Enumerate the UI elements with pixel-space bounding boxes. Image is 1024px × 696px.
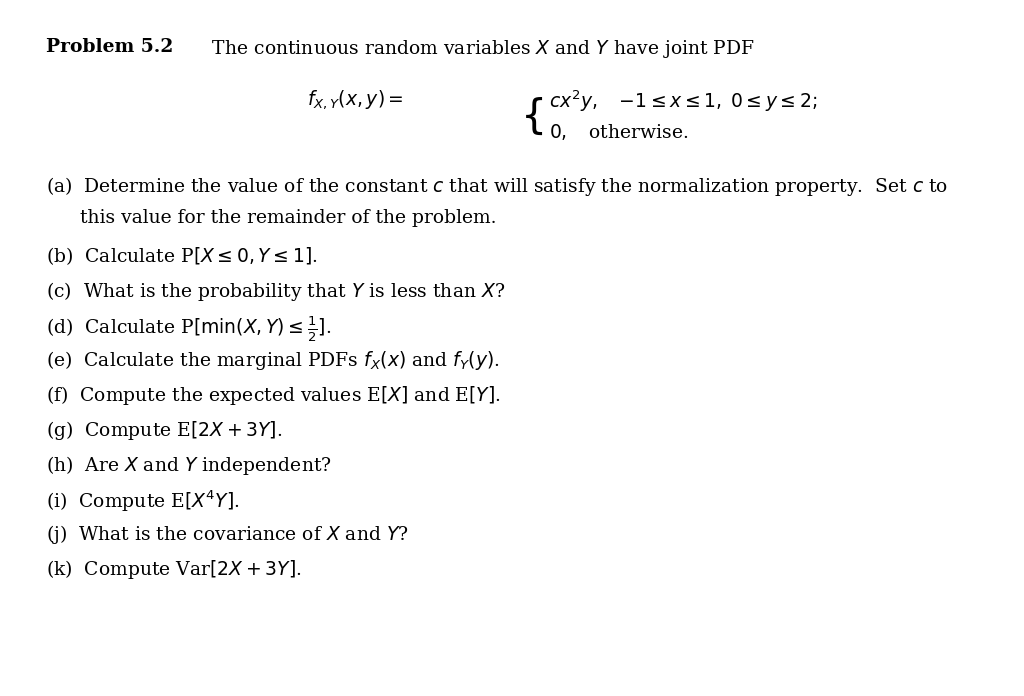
Text: (f)  Compute the expected values E$[X]$ and E$[Y]$.: (f) Compute the expected values E$[X]$ a… [46, 384, 501, 407]
Text: (j)  What is the covariance of $X$ and $Y$?: (j) What is the covariance of $X$ and $Y… [46, 523, 409, 546]
Text: this value for the remainder of the problem.: this value for the remainder of the prob… [80, 209, 497, 227]
Text: (b)  Calculate P$[X \leq 0, Y \leq 1]$.: (b) Calculate P$[X \leq 0, Y \leq 1]$. [46, 245, 317, 267]
Text: (h)  Are $X$ and $Y$ independent?: (h) Are $X$ and $Y$ independent? [46, 454, 332, 477]
Text: (g)  Compute E$[2X + 3Y]$.: (g) Compute E$[2X + 3Y]$. [46, 419, 283, 442]
Text: (d)  Calculate P$[\min(X, Y) \leq \frac{1}{2}]$.: (d) Calculate P$[\min(X, Y) \leq \frac{1… [46, 315, 332, 344]
Text: (a)  Determine the value of the constant $c$ that will satisfy the normalization: (a) Determine the value of the constant … [46, 175, 948, 198]
Text: The continuous random variables $X$ and $Y$ have joint PDF: The continuous random variables $X$ and … [200, 38, 755, 61]
Text: (k)  Compute Var$[2X + 3Y]$.: (k) Compute Var$[2X + 3Y]$. [46, 558, 302, 581]
Text: $f_{X,Y}(x, y) =$: $f_{X,Y}(x, y) =$ [307, 88, 403, 111]
Text: $cx^2y,$   $-1 \leq x \leq 1,\; 0 \leq y \leq 2;$: $cx^2y,$ $-1 \leq x \leq 1,\; 0 \leq y \… [549, 88, 817, 114]
Text: (i)  Compute E$[X^4Y]$.: (i) Compute E$[X^4Y]$. [46, 489, 240, 514]
Text: (c)  What is the probability that $Y$ is less than $X$?: (c) What is the probability that $Y$ is … [46, 280, 505, 303]
Text: $0,$   otherwise.: $0,$ otherwise. [549, 122, 688, 142]
Text: (e)  Calculate the marginal PDFs $f_X(x)$ and $f_Y(y)$.: (e) Calculate the marginal PDFs $f_X(x)$… [46, 349, 500, 372]
Text: Problem 5.2: Problem 5.2 [46, 38, 173, 56]
Text: $\{$: $\{$ [520, 96, 544, 137]
